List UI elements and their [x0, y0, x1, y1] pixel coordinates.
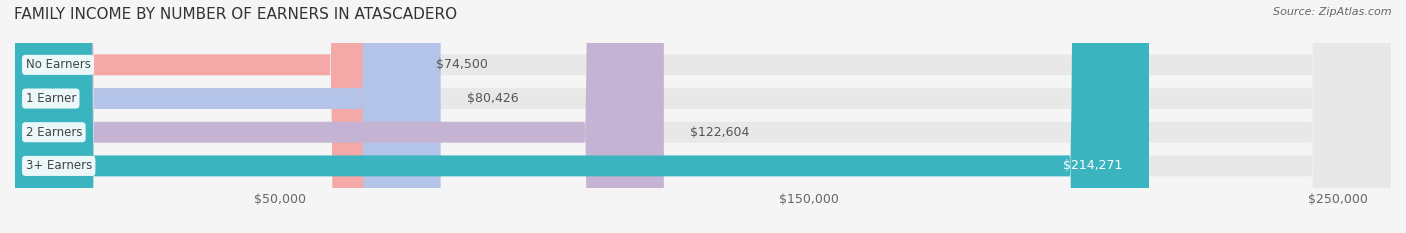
Text: $74,500: $74,500	[436, 58, 488, 71]
Text: FAMILY INCOME BY NUMBER OF EARNERS IN ATASCADERO: FAMILY INCOME BY NUMBER OF EARNERS IN AT…	[14, 7, 457, 22]
Text: Source: ZipAtlas.com: Source: ZipAtlas.com	[1274, 7, 1392, 17]
FancyBboxPatch shape	[15, 0, 1149, 233]
FancyBboxPatch shape	[15, 0, 409, 233]
Text: $80,426: $80,426	[467, 92, 519, 105]
FancyBboxPatch shape	[15, 0, 1391, 233]
Text: 1 Earner: 1 Earner	[25, 92, 76, 105]
Text: $122,604: $122,604	[690, 126, 749, 139]
FancyBboxPatch shape	[15, 0, 1391, 233]
FancyBboxPatch shape	[15, 0, 440, 233]
Text: 3+ Earners: 3+ Earners	[25, 159, 91, 172]
Text: 2 Earners: 2 Earners	[25, 126, 82, 139]
Text: $214,271: $214,271	[1063, 159, 1122, 172]
Text: No Earners: No Earners	[25, 58, 90, 71]
FancyBboxPatch shape	[15, 0, 1391, 233]
FancyBboxPatch shape	[15, 0, 1391, 233]
FancyBboxPatch shape	[15, 0, 664, 233]
